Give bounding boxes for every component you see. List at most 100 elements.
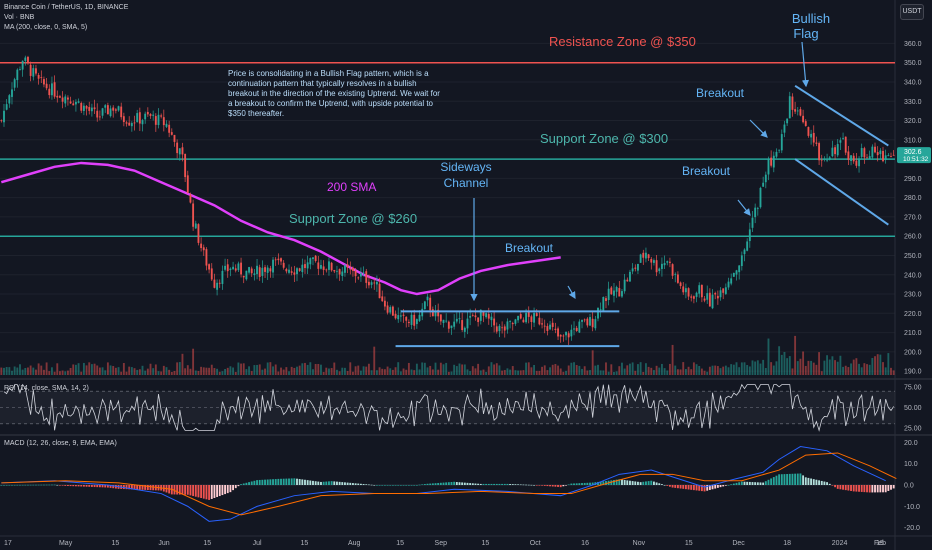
- candle-body[interactable]: [653, 260, 655, 263]
- candle-body[interactable]: [684, 288, 687, 293]
- candle-body[interactable]: [594, 319, 597, 329]
- candle-body[interactable]: [511, 323, 514, 325]
- candle-body[interactable]: [88, 107, 91, 111]
- candle-body[interactable]: [844, 136, 847, 153]
- candle-body[interactable]: [605, 298, 607, 301]
- candle-body[interactable]: [216, 282, 219, 290]
- candle-body[interactable]: [410, 314, 413, 325]
- candle-body[interactable]: [477, 317, 480, 323]
- candle-body[interactable]: [298, 268, 301, 271]
- candle-body[interactable]: [450, 325, 453, 328]
- candle-body[interactable]: [43, 79, 45, 85]
- candle-body[interactable]: [522, 319, 525, 323]
- candle-body[interactable]: [13, 79, 16, 88]
- candle-body[interactable]: [599, 309, 602, 311]
- candle-body[interactable]: [447, 321, 450, 329]
- candle-body[interactable]: [280, 258, 282, 262]
- candle-body[interactable]: [860, 148, 863, 157]
- candle-body[interactable]: [517, 315, 520, 321]
- candle-body[interactable]: [128, 122, 131, 126]
- candle-body[interactable]: [413, 314, 416, 326]
- candle-body[interactable]: [314, 255, 317, 261]
- price-candles[interactable]: [0, 55, 895, 345]
- candle-body[interactable]: [122, 116, 125, 122]
- candle-body[interactable]: [160, 115, 163, 117]
- candle-body[interactable]: [365, 271, 368, 283]
- candle-body[interactable]: [794, 109, 797, 112]
- candle-body[interactable]: [0, 120, 3, 122]
- candle-body[interactable]: [487, 314, 490, 319]
- candle-body[interactable]: [791, 96, 794, 110]
- candle-body[interactable]: [51, 83, 53, 96]
- candle-body[interactable]: [362, 272, 365, 274]
- candle-body[interactable]: [210, 268, 213, 280]
- candle-body[interactable]: [852, 155, 855, 162]
- candle-body[interactable]: [59, 96, 61, 98]
- candle-body[interactable]: [573, 328, 575, 330]
- candle-body[interactable]: [221, 270, 224, 284]
- candle-body[interactable]: [756, 208, 759, 210]
- candle-body[interactable]: [570, 329, 573, 337]
- candle-body[interactable]: [676, 274, 679, 283]
- rsi-pane[interactable]: [0, 383, 895, 432]
- candle-body[interactable]: [466, 318, 469, 329]
- candle-body[interactable]: [312, 257, 314, 260]
- candle-body[interactable]: [559, 334, 562, 337]
- candle-body[interactable]: [272, 259, 274, 273]
- candle-body[interactable]: [338, 269, 341, 275]
- rsi-line[interactable]: [3, 383, 895, 432]
- candle-body[interactable]: [245, 270, 248, 280]
- candle-body[interactable]: [690, 296, 693, 298]
- candle-body[interactable]: [19, 69, 21, 70]
- candle-body[interactable]: [85, 105, 88, 109]
- candle-body[interactable]: [439, 314, 442, 322]
- candle-body[interactable]: [429, 297, 432, 311]
- price-axis[interactable]: 360.0350.0340.0330.0320.0310.0300.0290.0…: [897, 41, 931, 532]
- candle-body[interactable]: [663, 263, 666, 266]
- candle-body[interactable]: [317, 262, 320, 269]
- candle-body[interactable]: [874, 146, 876, 153]
- candle-body[interactable]: [666, 261, 669, 263]
- candle-body[interactable]: [136, 113, 139, 123]
- candle-body[interactable]: [586, 318, 589, 326]
- candle-body[interactable]: [114, 109, 117, 111]
- candle-body[interactable]: [474, 315, 477, 318]
- candle-body[interactable]: [834, 147, 836, 155]
- candle-body[interactable]: [530, 316, 533, 322]
- candle-body[interactable]: [463, 327, 466, 332]
- candle-body[interactable]: [240, 262, 242, 275]
- candle-body[interactable]: [780, 134, 783, 151]
- candle-body[interactable]: [714, 293, 717, 295]
- candle-body[interactable]: [887, 155, 890, 157]
- candle-body[interactable]: [181, 147, 184, 155]
- candle-body[interactable]: [674, 273, 677, 275]
- candle-body[interactable]: [828, 157, 831, 160]
- candle-body[interactable]: [719, 290, 722, 298]
- macd-line[interactable]: [1, 446, 886, 522]
- candle-body[interactable]: [740, 255, 743, 267]
- candle-body[interactable]: [421, 308, 424, 317]
- candle-body[interactable]: [764, 174, 767, 183]
- candle-body[interactable]: [668, 261, 671, 263]
- candle-body[interactable]: [391, 306, 394, 316]
- candle-body[interactable]: [519, 314, 522, 319]
- candle-body[interactable]: [130, 123, 133, 127]
- candle-body[interactable]: [796, 110, 799, 112]
- candle-body[interactable]: [695, 292, 698, 297]
- candle-body[interactable]: [629, 271, 631, 282]
- candle-body[interactable]: [248, 267, 250, 273]
- candle-body[interactable]: [581, 319, 583, 322]
- candle-body[interactable]: [112, 107, 115, 111]
- candle-body[interactable]: [778, 149, 781, 151]
- candle-body[interactable]: [546, 326, 549, 331]
- candle-body[interactable]: [269, 268, 272, 272]
- candle-body[interactable]: [591, 318, 594, 328]
- candle-body[interactable]: [93, 107, 96, 110]
- candle-body[interactable]: [698, 285, 701, 294]
- candle-body[interactable]: [213, 279, 216, 288]
- candle-body[interactable]: [386, 305, 389, 313]
- sma-200-line[interactable]: [0, 161, 561, 296]
- candle-body[interactable]: [192, 203, 195, 227]
- candle-body[interactable]: [189, 194, 192, 203]
- candle-body[interactable]: [554, 328, 557, 330]
